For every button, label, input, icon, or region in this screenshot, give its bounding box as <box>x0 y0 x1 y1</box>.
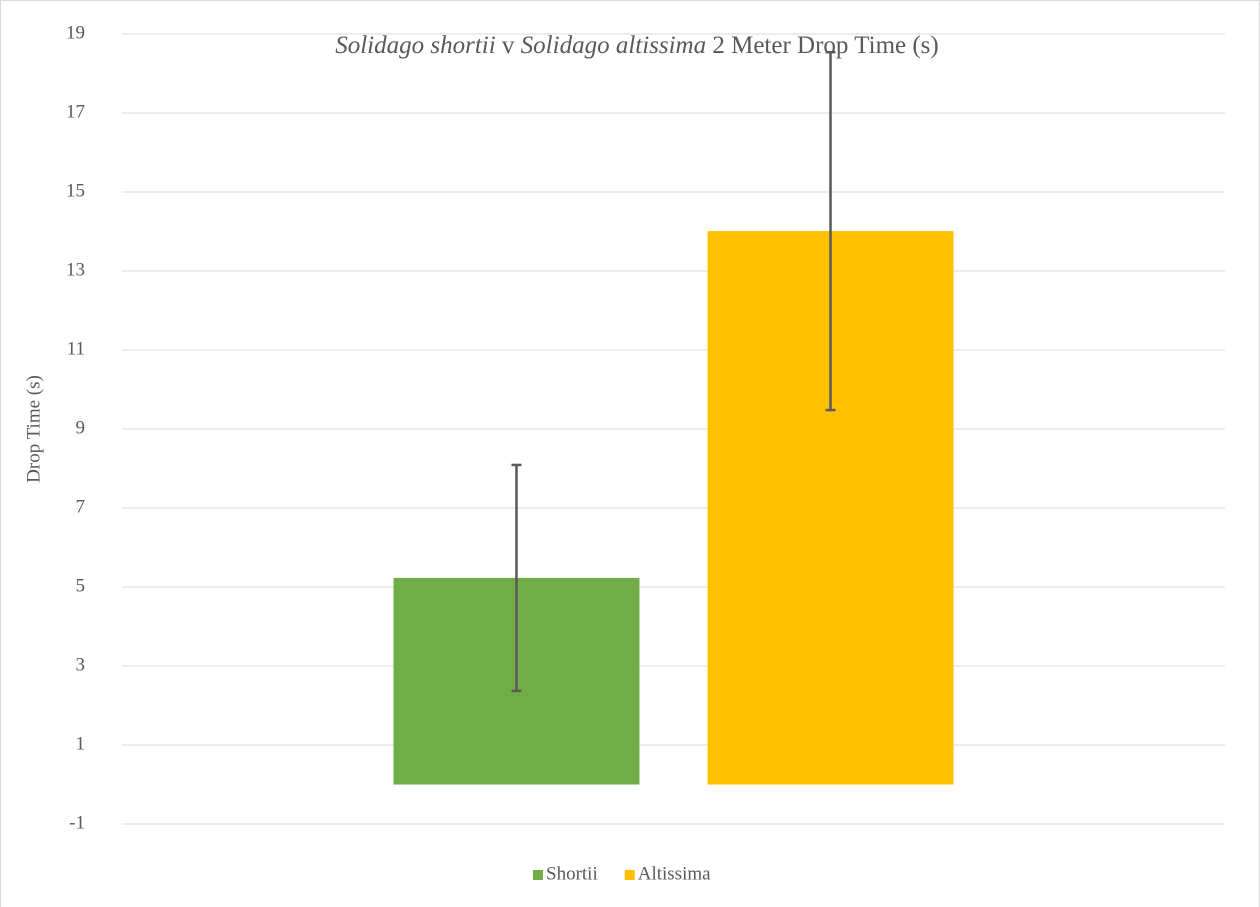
y-tick-label: 13 <box>66 259 85 280</box>
y-tick-label: 9 <box>76 417 86 438</box>
legend-swatch <box>624 870 635 880</box>
title-part: Solidago shortii <box>335 32 495 59</box>
legend-label: Altissima <box>638 863 711 884</box>
y-tick-label: -1 <box>69 812 85 833</box>
y-tick-label: 1 <box>76 733 86 754</box>
y-tick-label: 11 <box>67 338 85 359</box>
chart-title: Solidago shortii v Solidago altissima 2 … <box>335 32 939 59</box>
y-tick-label: 3 <box>76 654 86 675</box>
title-part: 2 Meter Drop Time (s) <box>706 32 939 59</box>
y-tick-label: 7 <box>76 496 86 517</box>
title-part: Solidago altissima <box>521 32 706 59</box>
y-tick-label: 17 <box>66 101 85 122</box>
legend-label: Shortii <box>546 863 598 884</box>
y-tick-label: 15 <box>66 180 85 201</box>
y-tick-label: 19 <box>66 22 85 43</box>
legend-swatch <box>533 870 543 880</box>
y-axis-label: Drop Time (s) <box>23 375 44 483</box>
title-part: v <box>496 32 521 59</box>
y-tick-label: 5 <box>76 575 86 596</box>
